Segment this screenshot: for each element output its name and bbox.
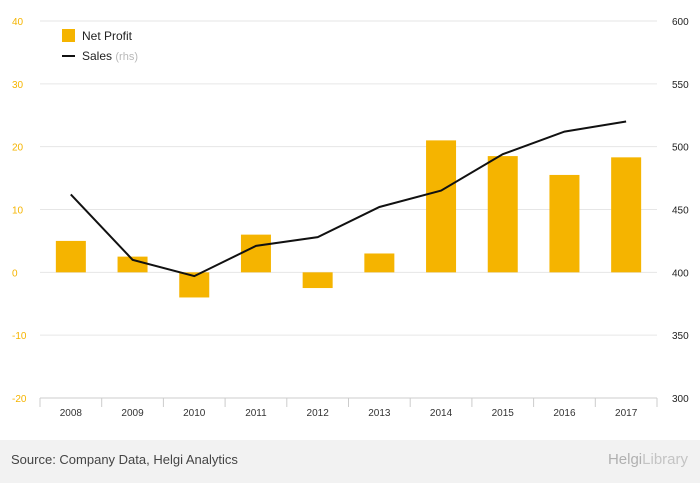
footer: Source: Company Data, Helgi Analytics He… bbox=[0, 440, 700, 483]
y-left-tick-label: 10 bbox=[12, 206, 24, 217]
x-tick-label: 2016 bbox=[553, 408, 576, 419]
legend-bar-label: Net Profit bbox=[82, 29, 133, 43]
x-tick-label: 2010 bbox=[183, 408, 206, 419]
bar-2011 bbox=[240, 234, 271, 273]
legend-line-label: Sales (rhs) bbox=[82, 49, 138, 63]
sales-line bbox=[70, 120, 627, 278]
y-right-tick-label: 600 bbox=[672, 17, 689, 28]
x-tick-label: 2009 bbox=[121, 408, 144, 419]
bar-2017 bbox=[611, 157, 642, 273]
net-profit-bars bbox=[55, 140, 642, 298]
x-tick-label: 2015 bbox=[492, 408, 515, 419]
y-left-tick-label: 30 bbox=[12, 80, 24, 91]
right-y-axis-ticks: 600 550 500 450 400 350 300 bbox=[672, 17, 689, 405]
y-right-tick-label: 550 bbox=[672, 80, 689, 91]
bar-2016 bbox=[549, 174, 580, 273]
y-left-tick-label: 20 bbox=[12, 143, 24, 154]
x-tick-label: 2012 bbox=[307, 408, 330, 419]
y-right-tick-label: 300 bbox=[672, 394, 689, 405]
bar-2012 bbox=[302, 272, 333, 289]
legend-bar-swatch bbox=[62, 29, 75, 42]
brand-main: Helgi bbox=[607, 451, 643, 468]
brand-sub: Library bbox=[642, 451, 688, 468]
brand-logo: HelgiLibrary bbox=[608, 451, 688, 468]
x-axis bbox=[39, 397, 658, 407]
bar-2009 bbox=[117, 256, 148, 273]
bar-2008 bbox=[55, 240, 86, 273]
x-tick-label: 2013 bbox=[368, 408, 391, 419]
y-right-tick-label: 350 bbox=[672, 331, 689, 342]
y-left-tick-label: -10 bbox=[12, 331, 27, 342]
y-left-tick-label: 40 bbox=[12, 17, 24, 28]
x-tick-label: 2017 bbox=[615, 408, 638, 419]
legend-line-name: Sales bbox=[82, 49, 112, 63]
y-left-tick-label: -20 bbox=[12, 394, 27, 405]
legend: Net Profit Sales (rhs) bbox=[62, 29, 138, 63]
source-note: Source: Company Data, Helgi Analytics bbox=[11, 452, 238, 467]
x-tick-label: 2014 bbox=[430, 408, 453, 419]
y-right-tick-label: 400 bbox=[672, 268, 689, 279]
y-right-tick-label: 500 bbox=[672, 143, 689, 154]
bar-2014 bbox=[426, 140, 457, 273]
y-right-tick-label: 450 bbox=[672, 206, 689, 217]
bar-2015 bbox=[487, 156, 518, 273]
x-axis-ticks: 2008 2009 2010 2011 2012 2013 2014 2015 2016 2017 bbox=[60, 408, 638, 419]
left-y-axis-ticks: 40 30 20 10 0 -10 -20 bbox=[12, 17, 27, 405]
x-tick-label: 2008 bbox=[60, 408, 83, 419]
bar-2013 bbox=[364, 253, 395, 273]
y-left-tick-label: 0 bbox=[12, 268, 18, 279]
x-tick-label: 2011 bbox=[245, 408, 267, 419]
legend-line-suffix: (rhs) bbox=[115, 51, 138, 63]
